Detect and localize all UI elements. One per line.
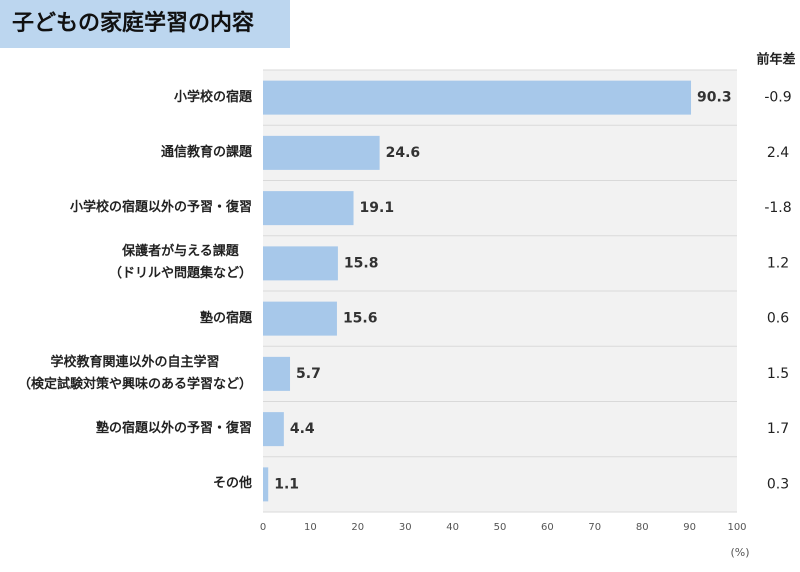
bar [263, 80, 692, 115]
value-label: 19.1 [360, 200, 395, 216]
x-tick-label: 30 [399, 522, 412, 533]
value-label: 15.8 [344, 255, 379, 271]
x-tick-label: 40 [446, 522, 459, 533]
value-label: 4.4 [290, 421, 315, 437]
difference-value: 0.3 [767, 476, 789, 492]
bar [263, 246, 338, 281]
difference-value: 2.4 [767, 145, 789, 161]
difference-header: 前年差 [756, 52, 795, 68]
category-label: 通信教育の課題 [160, 144, 252, 160]
value-label: 90.3 [697, 90, 732, 106]
difference-value: 0.6 [767, 311, 789, 327]
bar [263, 135, 380, 170]
difference-value: 1.7 [767, 421, 789, 437]
value-label: 1.1 [274, 476, 299, 492]
value-label: 15.6 [343, 311, 378, 327]
x-unit: (%) [730, 546, 749, 559]
value-label: 24.6 [386, 145, 421, 161]
x-tick-label: 50 [494, 522, 507, 533]
bar [263, 356, 291, 391]
category-label: 塾の宿題 [199, 310, 252, 326]
value-label: 5.7 [296, 366, 321, 382]
bar [263, 467, 269, 502]
category-label: 塾の宿題以外の予習・復習 [95, 421, 252, 437]
x-tick-label: 100 [727, 522, 746, 533]
x-tick-label: 0 [260, 522, 266, 533]
x-tick-label: 90 [683, 522, 696, 533]
x-tick-label: 20 [351, 522, 364, 533]
x-tick-label: 70 [588, 522, 601, 533]
bar [263, 301, 337, 336]
difference-value: -0.9 [764, 90, 791, 106]
bar [263, 412, 284, 447]
difference-value: -1.8 [764, 200, 791, 216]
bar [263, 191, 354, 226]
x-tick-label: 10 [304, 522, 317, 533]
category-label: 保護者が与える課題 （ドリルや問題集など） [108, 244, 252, 282]
chart-title: 子どもの家庭学習の内容 [0, 0, 290, 48]
category-label: 小学校の宿題 [173, 89, 252, 105]
difference-value: 1.2 [767, 255, 789, 271]
category-label: 小学校の宿題以外の予習・復習 [69, 200, 252, 216]
category-label: その他 [212, 476, 252, 492]
difference-value: 1.5 [767, 366, 789, 382]
category-label: 学校教育関連以外の自主学習 （検定試験対策や興味のある学習など） [17, 354, 252, 392]
x-tick-label: 60 [541, 522, 554, 533]
x-tick-label: 80 [636, 522, 649, 533]
